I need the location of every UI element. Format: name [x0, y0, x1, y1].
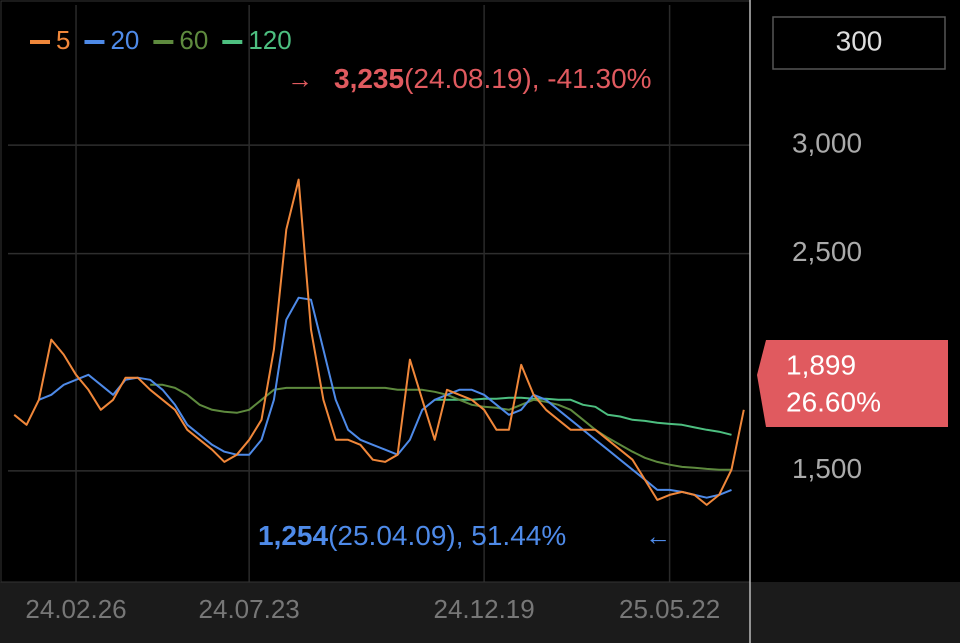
ma-line — [434, 396, 732, 436]
x-tick-label: 24.12.19 — [434, 594, 535, 624]
x-axis-band — [0, 582, 960, 643]
price-tag-change: 26.60% — [786, 386, 881, 417]
high-arrow: → — [287, 64, 313, 94]
y-tick-label: 1,500 — [792, 453, 862, 484]
ma-line — [38, 296, 732, 499]
x-tick-label: 25.05.22 — [619, 594, 720, 624]
legend-label: 120 — [248, 25, 291, 55]
high-detail: (24.08.19), -41.30% — [404, 63, 652, 94]
high-price: 3,235 — [334, 63, 404, 94]
x-tick-label: 24.07.23 — [199, 594, 300, 624]
low-price: 1,254 — [258, 520, 328, 551]
period-button[interactable] — [772, 16, 946, 70]
price-tag-price: 1,899 — [786, 349, 856, 380]
legend-label: 60 — [179, 25, 208, 55]
high-annotation: 3,235(24.08.19), -41.30% — [334, 63, 652, 94]
period-button-label[interactable]: 300 — [836, 25, 883, 56]
low-detail: (25.04.09), 51.44% — [328, 520, 566, 551]
legend-label: 20 — [110, 25, 139, 55]
legend-label: 5 — [56, 25, 70, 55]
price-tag — [757, 340, 948, 427]
ma-line — [150, 383, 732, 471]
y-tick-label: 2,500 — [792, 236, 862, 267]
y-tick-label: 3,000 — [792, 127, 862, 158]
ma-line — [13, 178, 745, 506]
x-tick-label: 24.02.26 — [25, 594, 126, 624]
low-annotation: 1,254(25.04.09), 51.44% — [258, 520, 566, 551]
low-arrow: ← — [645, 521, 671, 551]
